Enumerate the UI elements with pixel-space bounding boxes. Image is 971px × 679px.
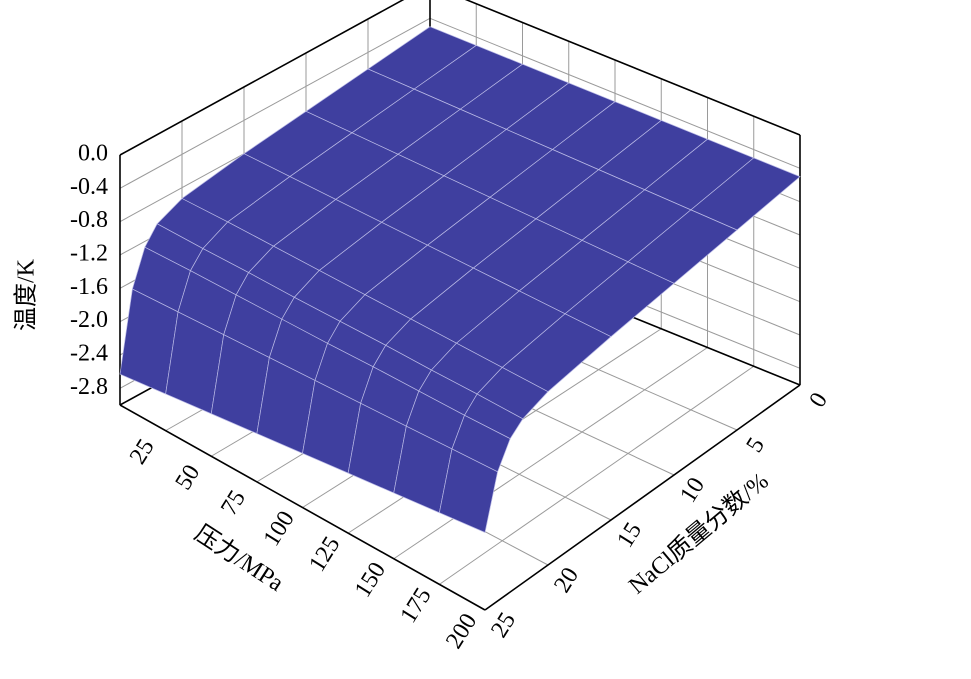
y-tick-label: 0 — [805, 388, 833, 412]
x-tick-label: 100 — [259, 507, 300, 551]
axis-edge — [119, 404, 486, 611]
grid-line — [393, 347, 708, 560]
y-tick-label: 5 — [742, 433, 770, 457]
z-tick-label: -2.4 — [70, 341, 108, 367]
x-tick-label: 200 — [441, 609, 482, 653]
x-tick-label: 175 — [396, 583, 437, 627]
z-tick-label: -2.8 — [70, 374, 108, 400]
axis-edge — [484, 384, 801, 611]
z-axis-title: 温度/K — [13, 258, 40, 331]
axis-edge — [464, 0, 801, 136]
y-tick-label: 25 — [486, 608, 521, 642]
axis-edge — [119, 0, 405, 156]
grid-line — [439, 365, 755, 585]
surface-patch — [438, 448, 498, 533]
z-tick-label: -1.2 — [70, 241, 108, 267]
z-tick-label: 0.0 — [78, 141, 108, 167]
z-tick-label: -2.0 — [70, 307, 108, 333]
y-tick-label: 15 — [612, 518, 647, 552]
z-tick-label: -0.4 — [70, 174, 108, 200]
grid-line — [119, 17, 431, 189]
x-tick-label: 25 — [125, 435, 160, 469]
y-tick-label: 20 — [549, 563, 584, 597]
z-tick-label: -1.6 — [70, 274, 108, 300]
x-tick-label: 150 — [350, 558, 391, 602]
z-tick-label: -0.8 — [70, 207, 108, 233]
x-tick-label: 75 — [216, 486, 251, 520]
x-tick-label: 50 — [171, 460, 206, 494]
x-tick-label: 125 — [304, 532, 345, 576]
y-tick-label: 10 — [675, 473, 710, 507]
